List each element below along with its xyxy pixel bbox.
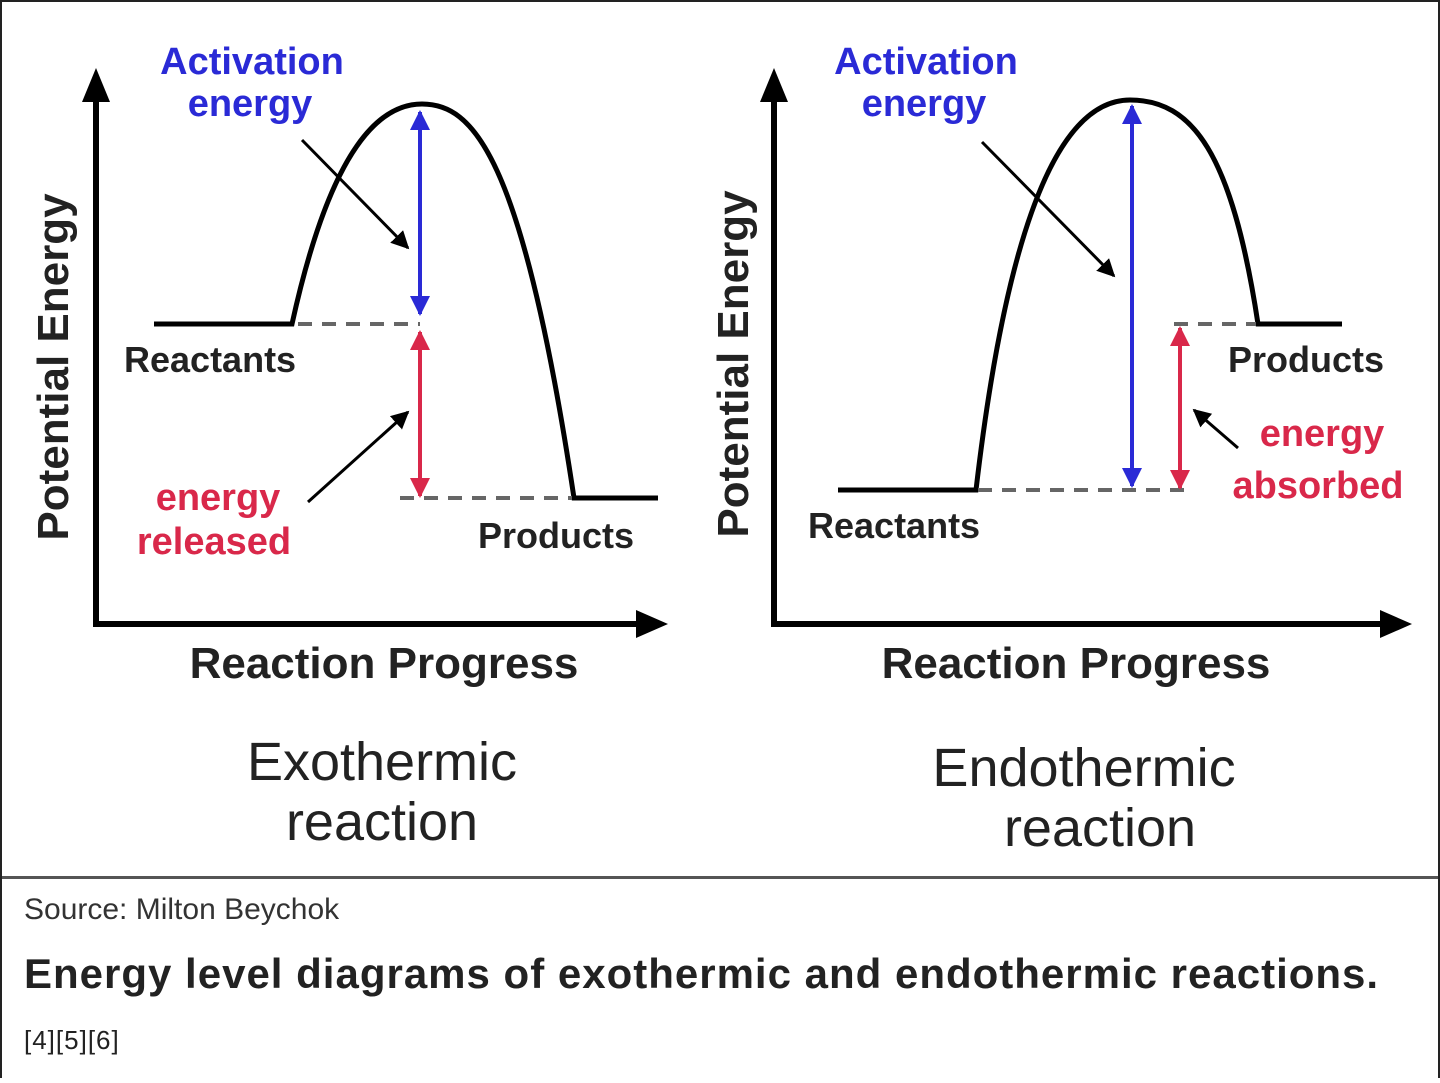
activation-label-line1: Activation: [834, 41, 1018, 83]
diagram-title-line2: reaction: [286, 792, 478, 852]
caption-text: Energy level diagrams of exothermic and …: [24, 950, 1380, 997]
x-axis-arrowhead: [1380, 610, 1412, 638]
energy-released-line1: energy: [156, 477, 281, 519]
reactants-label: Reactants: [808, 505, 980, 546]
reactants-label: Reactants: [124, 339, 296, 380]
activation-pointer: [300, 138, 410, 250]
x-axis-label: Reaction Progress: [190, 639, 579, 688]
figure-footer: Source: Milton Beychok Energy level diag…: [2, 876, 1438, 1079]
x-axis-arrowhead: [636, 610, 668, 638]
energy-diagrams: Activation energy Potential Energy React…: [29, 41, 1412, 858]
diagram-title-line1: Endothermic: [932, 738, 1235, 798]
x-axis-label: Reaction Progress: [882, 639, 1271, 688]
y-axis-arrowhead: [82, 68, 110, 102]
source-credit: Source: Milton Beychok: [24, 893, 340, 926]
energy-absorbed-line1: energy: [1260, 413, 1385, 455]
energy-curve: [154, 101, 658, 501]
products-label: Products: [1228, 339, 1384, 380]
y-axis-label: Potential Energy: [29, 193, 78, 541]
y-axis-label: Potential Energy: [709, 190, 758, 538]
diagram-title-line1: Exothermic: [247, 732, 517, 792]
absorbed-pointer: [1192, 408, 1239, 450]
products-label: Products: [478, 515, 634, 556]
endothermic-diagram: Activation energy Potential Energy React…: [709, 41, 1412, 858]
activation-pointer: [980, 140, 1116, 278]
diagram-title-line2: reaction: [1004, 798, 1196, 858]
energy-released-line2: released: [137, 521, 291, 563]
energy-curve: [838, 97, 1342, 493]
y-axis-arrowhead: [760, 68, 788, 102]
energy-absorbed-line2: absorbed: [1232, 465, 1403, 507]
activation-label-line2: energy: [862, 83, 987, 125]
figure-caption: Energy level diagrams of exothermic and …: [24, 941, 1384, 1083]
released-pointer: [306, 410, 410, 504]
activation-label-line2: energy: [188, 83, 313, 125]
activation-label-line1: Activation: [160, 41, 344, 83]
exothermic-diagram: Activation energy Potential Energy React…: [29, 41, 668, 852]
reference-links[interactable]: [4][5][6]: [24, 1025, 120, 1055]
